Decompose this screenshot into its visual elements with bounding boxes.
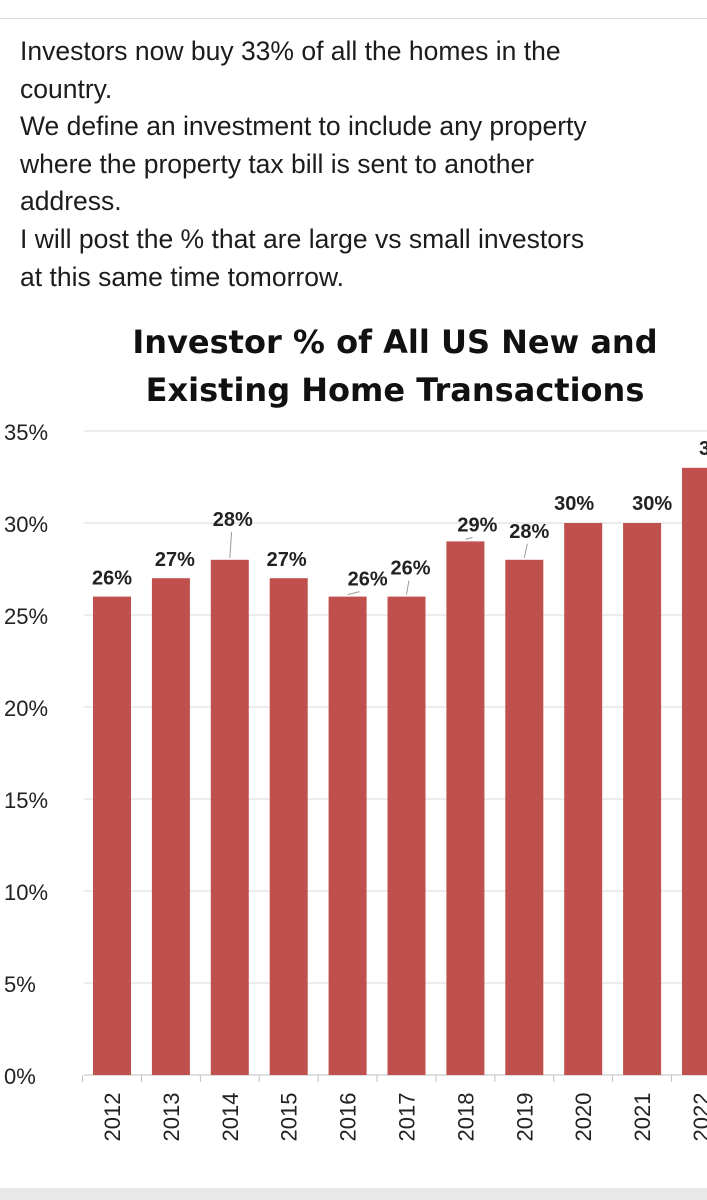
x-tick-label: 2014 [218,1093,243,1142]
bar [210,559,249,1075]
label-leader-line [523,543,528,558]
bar [682,467,707,1075]
bar [93,596,131,1075]
post-line: Investors now buy 33% of all the homes i… [20,36,561,66]
y-tick-label: 5% [4,972,36,997]
post-line: I will post the % that are large vs smal… [20,223,585,254]
x-tick-label: 2012 [100,1093,125,1142]
data-label: 30% [554,493,594,515]
label-leader-line [229,531,233,558]
post-line: We define an investment to include any p… [20,111,587,142]
post-line: at this same time tomorrow. [20,261,344,292]
data-label: 27% [155,549,195,571]
x-tick-label: 2018 [453,1093,478,1142]
data-label: 29% [457,514,497,536]
chart-title-line: Existing Home Transactions [145,371,645,409]
label-leader-line [406,580,410,595]
bar [446,541,485,1075]
bar [564,523,603,1075]
data-label: 26% [390,558,430,580]
label-leader-line [465,536,473,540]
post-line: country. [20,73,113,104]
bar [151,578,190,1075]
bottom-bar [0,1188,707,1200]
chart-title-line: Investor % of All US New and [132,323,658,361]
data-label: 26% [348,569,388,591]
y-tick-label: 20% [4,696,48,721]
bar [387,596,426,1075]
x-tick-label: 2021 [630,1093,655,1142]
data-label: 33% [699,438,707,460]
data-label: 28% [213,509,253,531]
chart-image: Investor % of All US New and Existing Ho… [0,308,707,1200]
data-label: 27% [267,549,307,571]
bar [623,523,662,1075]
y-tick-label: 30% [4,512,48,537]
bar-chart: 0% 5% 10% 15% 20% 25% 30% 35% 26% 2012 27% 2013 28% 2… [4,420,707,1142]
post-text: Investors now buy 33% of all the homes i… [20,33,707,296]
bar [269,578,308,1075]
x-tick-label: 2017 [395,1093,420,1142]
post-line: address. [20,186,122,217]
data-label: 26% [92,568,132,590]
post-line: where the property tax bill is sent to a… [20,148,535,179]
x-tick-label: 2019 [512,1093,537,1142]
x-tick-label: 2022 [689,1093,707,1142]
data-label: 30% [632,493,672,515]
label-leader-line [347,591,360,596]
bar [505,559,544,1075]
x-tick-label: 2016 [336,1093,361,1142]
y-tick-label: 0% [4,1064,36,1089]
x-tick-label: 2013 [159,1093,184,1142]
data-label: 28% [509,521,549,543]
chart-title: Investor % of All US New and Existing Ho… [95,318,695,414]
y-tick-label: 10% [4,880,48,905]
bar [328,596,367,1075]
y-tick-label: 25% [4,604,48,629]
x-tick-label: 2020 [571,1093,596,1142]
y-tick-label: 15% [4,788,48,813]
x-tick-label: 2015 [277,1093,302,1142]
cropped-header-text [100,0,220,6]
top-strip [0,0,707,19]
y-tick-label: 35% [4,420,48,445]
